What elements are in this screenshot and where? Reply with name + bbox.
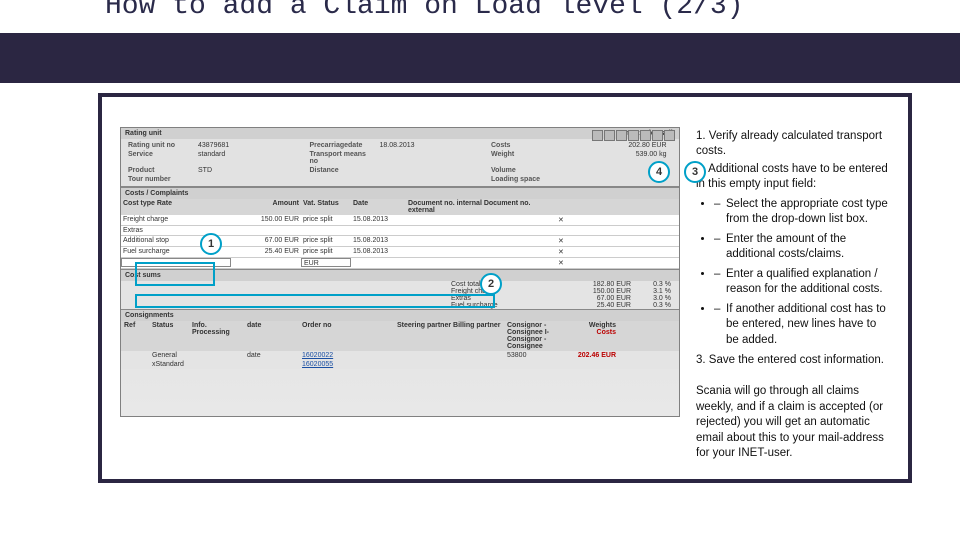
table-row: xStandard 16020055	[121, 360, 679, 369]
footer-note: Scania will go through all claims weekly…	[696, 384, 890, 462]
step-2-text: 2. Additional costs have to be entered i…	[696, 162, 890, 193]
consignments-title: Consignments	[121, 309, 679, 321]
slide-title: How to add a Claim on Load level (2/3)	[0, 0, 960, 23]
substep: Enter a qualified explanation / reason f…	[714, 267, 890, 298]
step-marker-3: 3	[684, 161, 706, 183]
content-frame: Rating unit Status: price split Rating u…	[98, 93, 912, 483]
header-bar	[0, 33, 960, 83]
app-screenshot: Rating unit Status: price split Rating u…	[120, 127, 680, 417]
table-row: General date 16020022 53800 202.46 EUR	[121, 351, 679, 360]
cost-sums-title: Cost sums	[121, 269, 679, 281]
step-marker-1: 1	[200, 233, 222, 255]
costs-section: Costs / Complaints	[121, 187, 679, 199]
step-1-text: 1. Verify already calculated transport c…	[696, 129, 890, 160]
substep: Enter the amount of the additional costs…	[714, 232, 890, 263]
consignments-table: Ref Status Info. Processing date Order n…	[121, 321, 679, 369]
step-marker-2: 2	[480, 273, 502, 295]
substep: Select the appropriate cost type from th…	[714, 197, 890, 228]
substep: If another additional cost has to be ent…	[714, 302, 890, 349]
rating-fields: Rating unit no43879681 Precarriagedate18…	[121, 139, 679, 187]
step-3-text: 3. Save the entered cost information.	[696, 353, 890, 369]
table-row: Freight charge150.00 EURprice split15.08…	[121, 215, 679, 226]
cost-sums: Cost total182.80 EUR0.3 % Freight charge…	[121, 281, 679, 309]
step-marker-4: 4	[648, 161, 670, 183]
toolbar-icons	[592, 130, 675, 141]
instructions-panel: 1. Verify already calculated transport c…	[696, 127, 890, 461]
empty-input-row[interactable]: EUR ✕	[121, 258, 679, 269]
